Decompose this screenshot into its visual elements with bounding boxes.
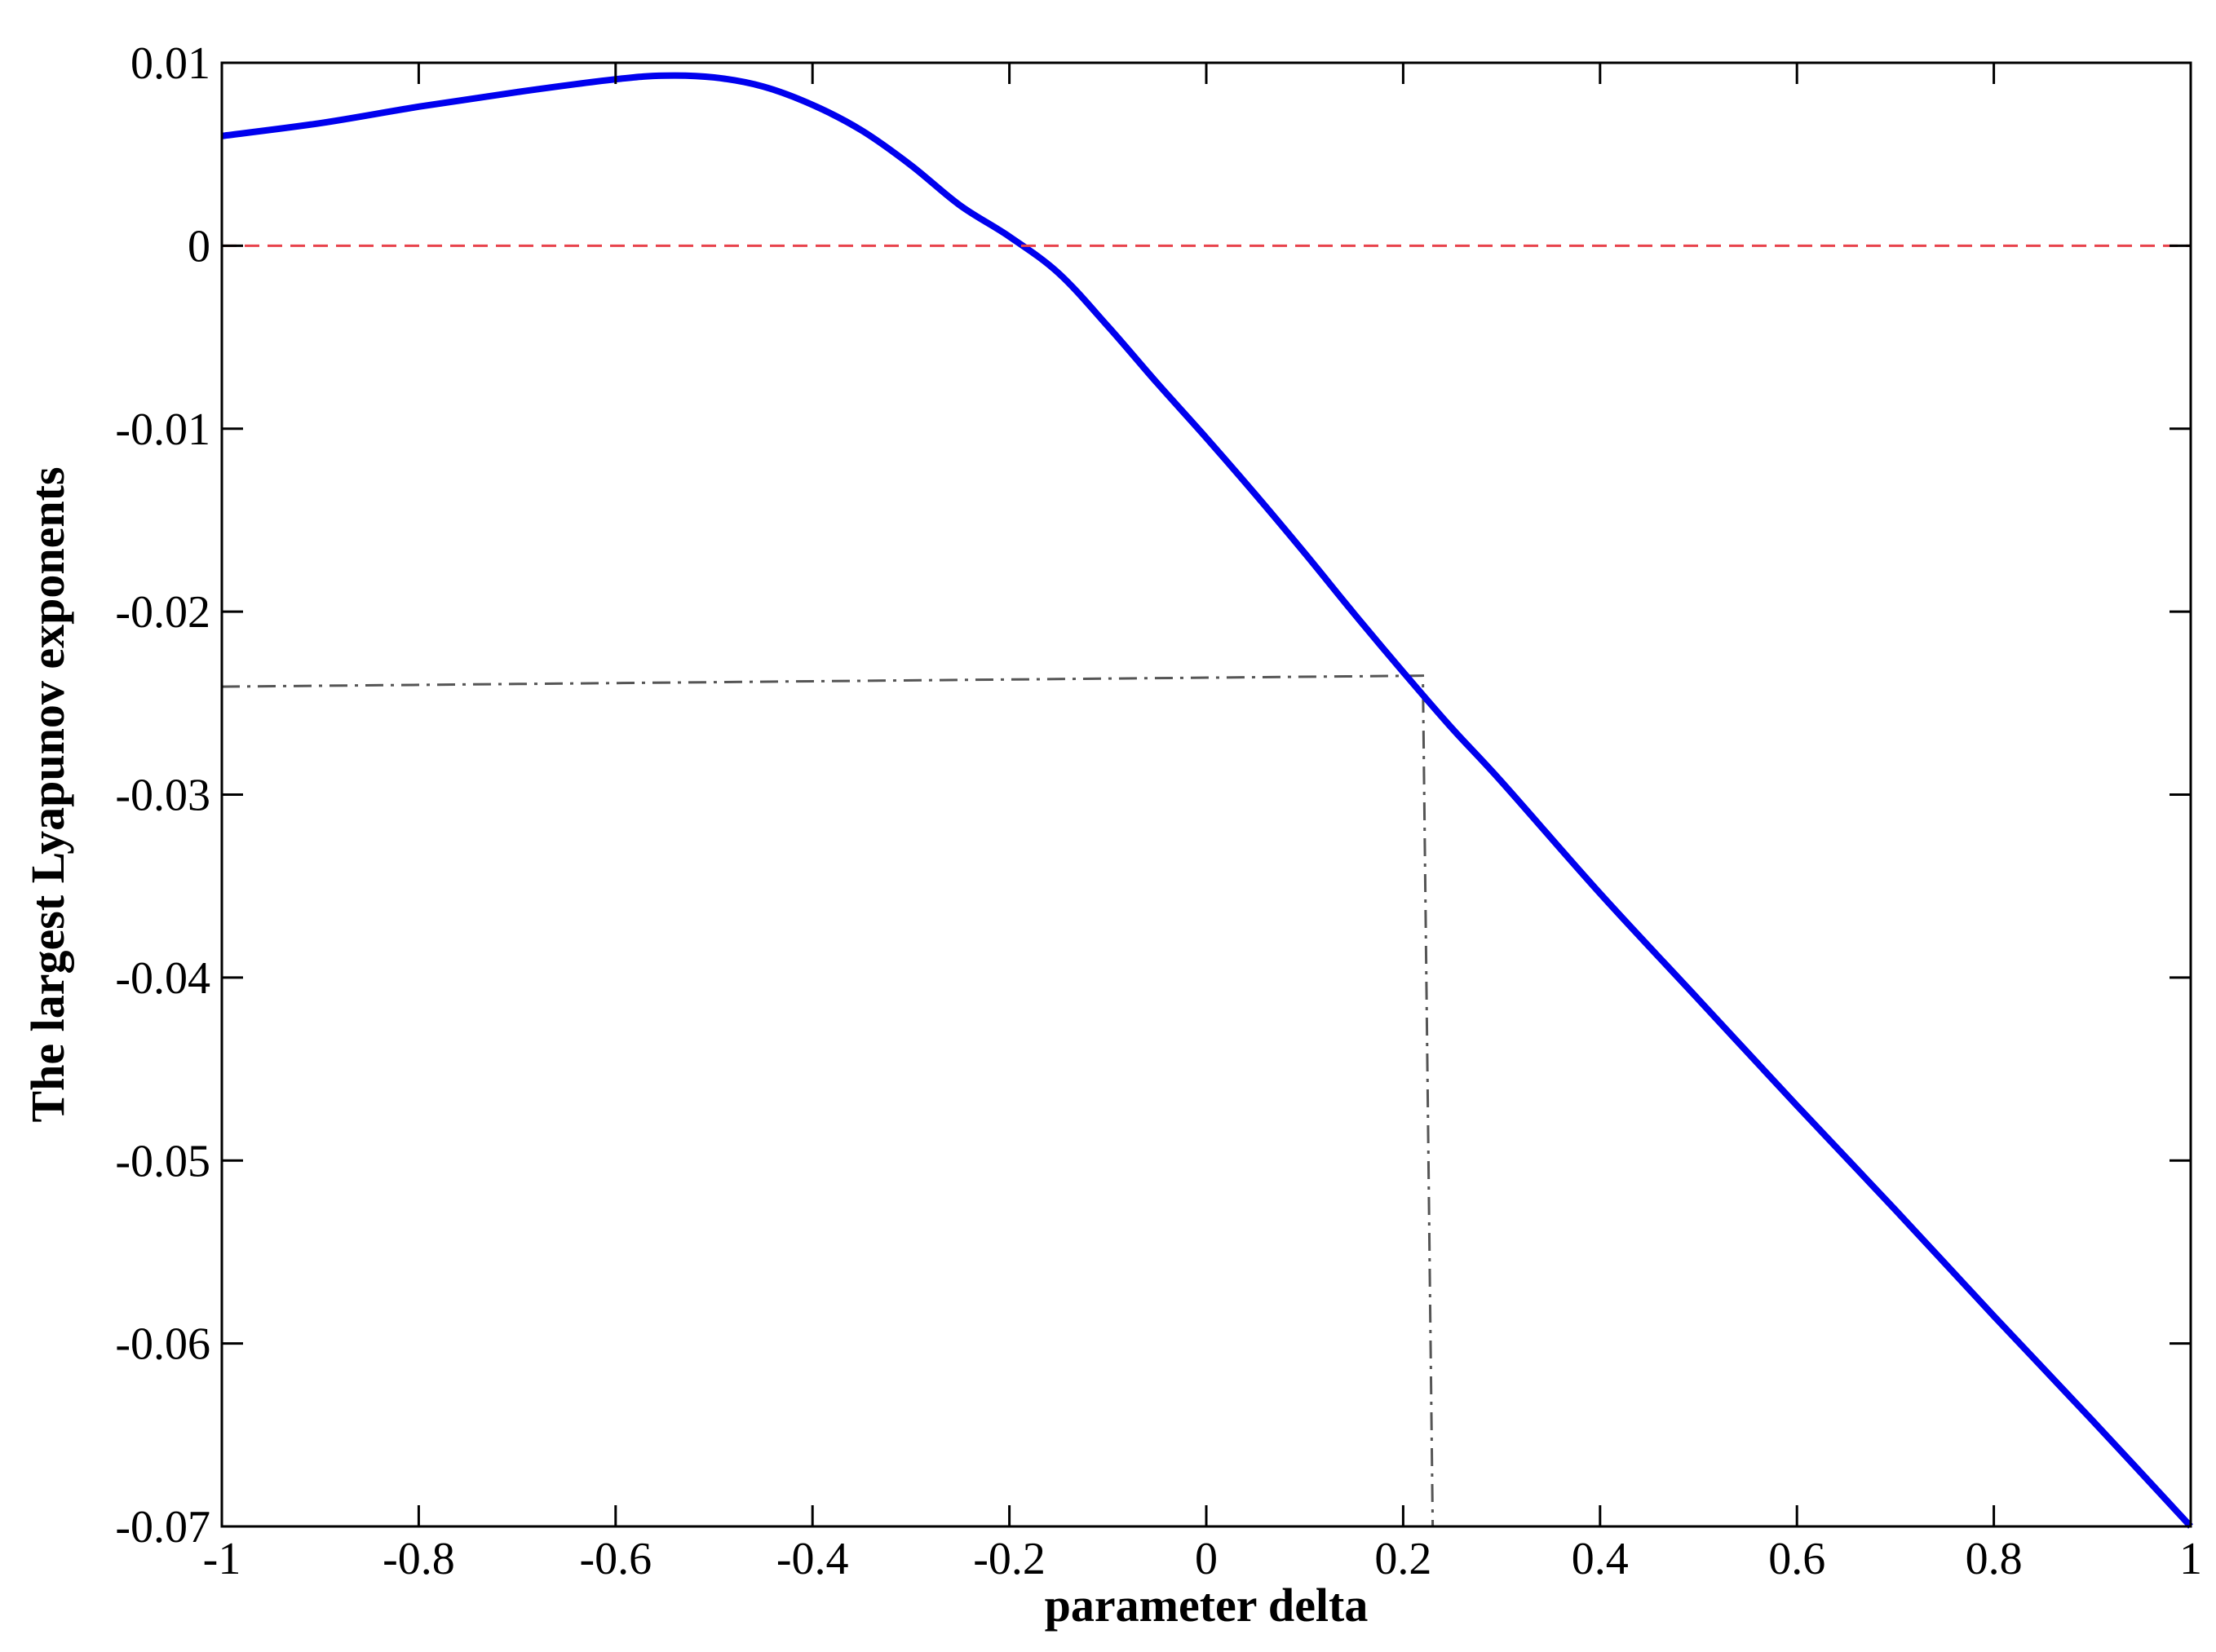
x-tick-label: -0.8	[383, 1534, 455, 1584]
y-tick-label: 0.01	[130, 38, 210, 89]
x-axis-label: parameter delta	[1045, 1579, 1369, 1632]
x-tick-label: -0.4	[776, 1534, 849, 1584]
x-tick-label: -1	[203, 1534, 241, 1584]
x-tick-label: 0.2	[1374, 1534, 1431, 1584]
x-tick-label: -0.2	[973, 1534, 1046, 1584]
axis-ticks: -1 -0.8 -0.6 -0.4 -0.2 0 0.2 0.4 0.6 0.8 1 0.01 0 -0.…	[115, 38, 2202, 1584]
y-tick-label: -0.04	[115, 953, 210, 1004]
y-tick-label: -0.02	[115, 587, 210, 638]
x-tick-label: 0	[1195, 1534, 1218, 1584]
y-tick-label: -0.05	[115, 1136, 210, 1186]
y-tick-label: -0.06	[115, 1319, 210, 1370]
guide-line-0	[221, 674, 1435, 1527]
y-tick-label: 0	[188, 221, 210, 272]
y-axis-label: The largest Lyapunov exponents	[21, 466, 74, 1122]
lyapunov-exponent-curve	[221, 72, 2193, 1529]
y-tick-label: -0.01	[115, 404, 210, 455]
x-tick-label: 0.8	[1966, 1534, 2023, 1584]
y-tick-label: -0.03	[115, 771, 210, 821]
x-tick-label: 1	[2179, 1534, 2202, 1584]
x-tick-label: -0.6	[579, 1534, 652, 1584]
plot-frame	[220, 61, 2192, 1528]
y-tick-label: -0.07	[115, 1502, 210, 1553]
x-tick-label: 0.4	[1572, 1534, 1629, 1584]
plot-area	[221, 72, 2193, 1529]
x-tick-label: 0.6	[1768, 1534, 1825, 1584]
